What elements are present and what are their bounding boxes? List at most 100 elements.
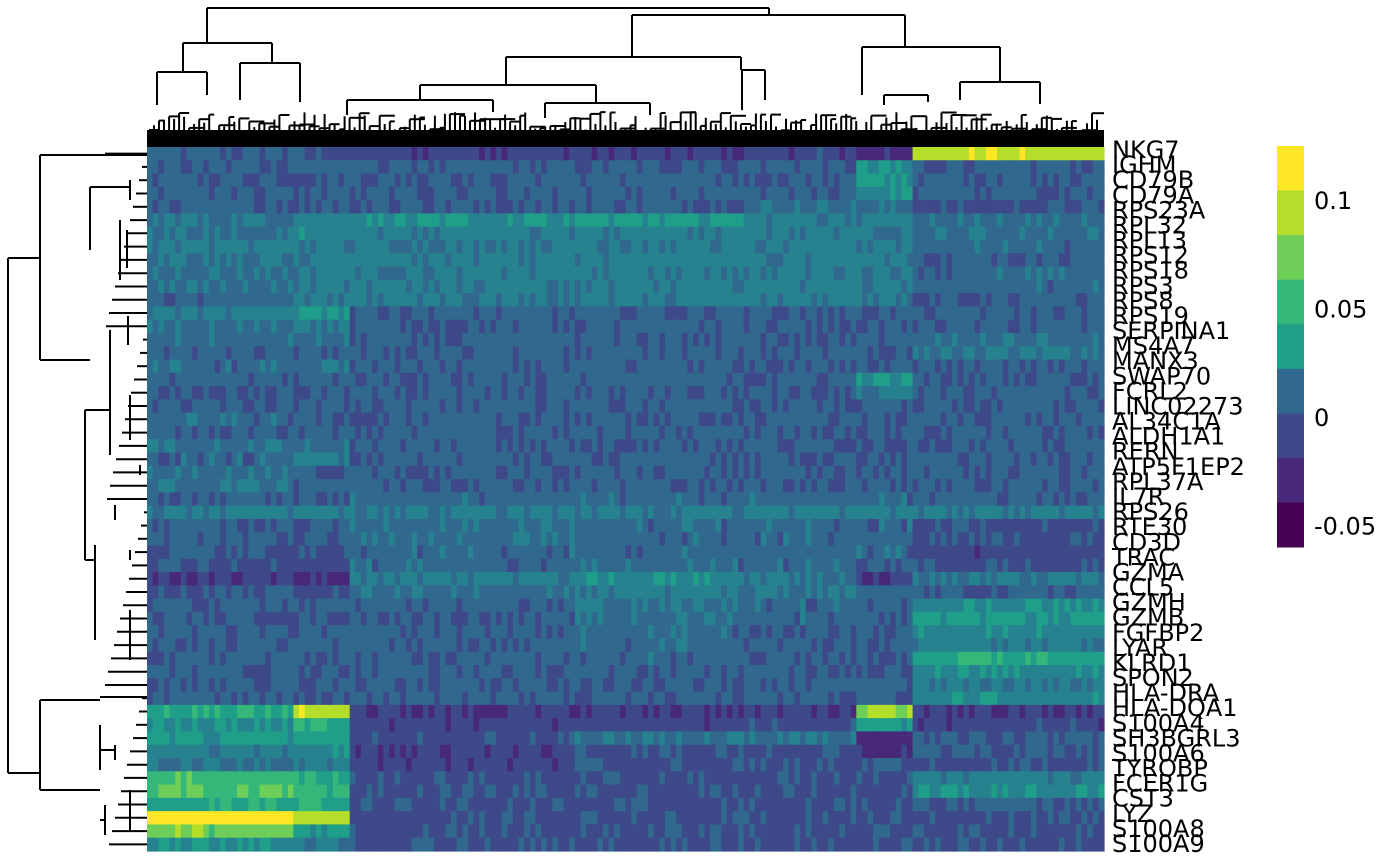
heatmap-cell xyxy=(952,226,959,241)
heatmap-cell xyxy=(490,386,497,400)
heatmap-cell xyxy=(890,160,897,175)
heatmap-cell xyxy=(569,279,576,294)
heatmap-cell xyxy=(912,279,919,294)
heatmap-cell xyxy=(479,160,486,175)
heatmap-cell xyxy=(512,306,520,321)
heatmap-cell xyxy=(208,306,216,321)
heatmap-cell xyxy=(738,465,745,480)
heatmap-cell xyxy=(473,465,480,480)
heatmap-cell xyxy=(535,319,542,334)
heatmap-cell xyxy=(445,439,452,454)
heatmap-cell xyxy=(952,147,959,161)
heatmap-cell xyxy=(1064,372,1071,387)
heatmap-cell xyxy=(360,452,368,467)
heatmap-cell xyxy=(220,226,227,241)
heatmap-cell xyxy=(935,279,942,294)
heatmap-cell xyxy=(1036,465,1043,480)
heatmap-cell xyxy=(524,372,531,387)
heatmap-cell xyxy=(608,492,615,507)
heatmap-cell xyxy=(940,200,947,215)
heatmap-cell xyxy=(479,479,486,493)
heatmap-cell xyxy=(349,332,356,347)
heatmap-cell xyxy=(867,160,874,175)
heatmap-cell xyxy=(957,306,964,321)
heatmap-cell xyxy=(445,213,452,228)
heatmap-cell xyxy=(372,160,379,175)
heatmap-cell xyxy=(310,359,317,374)
heatmap-cell xyxy=(1092,306,1099,321)
heatmap-cell xyxy=(315,266,323,281)
heatmap-cell xyxy=(726,279,734,294)
heatmap-cell xyxy=(687,452,694,467)
heatmap-cell xyxy=(693,479,700,493)
heatmap-cell xyxy=(980,412,987,427)
heatmap-cell xyxy=(405,173,413,188)
heatmap-cell xyxy=(158,213,165,228)
heatmap-cell xyxy=(563,226,570,241)
heatmap-cell xyxy=(653,147,660,161)
heatmap-cell xyxy=(225,213,233,228)
heatmap-cell xyxy=(631,439,638,454)
heatmap-cell xyxy=(445,399,452,414)
heatmap-cell xyxy=(1064,213,1071,228)
heatmap-cell xyxy=(1019,226,1026,241)
heatmap-cell xyxy=(332,492,339,507)
heatmap-cell xyxy=(512,293,520,307)
heatmap-cell xyxy=(754,479,762,493)
heatmap-cell xyxy=(749,332,756,347)
heatmap-cell xyxy=(574,226,582,241)
heatmap-cell xyxy=(721,479,728,493)
heatmap-cell xyxy=(586,319,593,334)
heatmap-cell xyxy=(344,160,351,175)
heatmap-cell xyxy=(895,332,902,347)
heatmap-cell xyxy=(231,399,238,414)
heatmap-cell xyxy=(439,386,446,400)
heatmap-cell xyxy=(479,200,486,215)
heatmap-cell xyxy=(456,386,463,400)
heatmap-cell xyxy=(169,226,176,241)
heatmap-cell xyxy=(664,186,672,201)
heatmap-cell xyxy=(496,492,503,507)
heatmap-cell xyxy=(901,186,908,201)
heatmap-cell xyxy=(310,306,317,321)
heatmap-cell xyxy=(602,492,610,507)
heatmap-cell xyxy=(681,226,689,241)
heatmap-cell xyxy=(270,160,278,175)
heatmap-cell xyxy=(332,359,339,374)
heatmap-cell xyxy=(231,279,238,294)
heatmap-cell xyxy=(676,412,683,427)
heatmap-cell xyxy=(282,186,289,201)
heatmap-cell xyxy=(648,346,655,361)
heatmap-cell xyxy=(321,465,328,480)
heatmap-cell xyxy=(1081,479,1088,493)
heatmap-cell xyxy=(428,186,435,201)
heatmap-cell xyxy=(456,266,463,281)
heatmap-cell xyxy=(856,253,863,268)
heatmap-cell xyxy=(783,239,790,254)
heatmap-cell xyxy=(186,173,193,188)
heatmap-cell xyxy=(428,293,435,307)
heatmap-cell xyxy=(372,239,379,254)
heatmap-cell xyxy=(800,293,807,307)
heatmap-cell xyxy=(360,147,368,161)
heatmap-cell xyxy=(743,452,750,467)
heatmap-cell xyxy=(400,439,407,454)
heatmap-cell xyxy=(535,439,542,454)
heatmap-cell xyxy=(788,173,795,188)
heatmap-cell xyxy=(726,452,734,467)
heatmap-cell xyxy=(186,279,193,294)
heatmap-cell xyxy=(929,465,936,480)
heatmap-cell xyxy=(428,412,435,427)
heatmap-cell xyxy=(726,147,734,161)
heatmap-cell xyxy=(625,452,632,467)
heatmap-cell xyxy=(344,439,351,454)
heatmap-cell xyxy=(400,346,407,361)
heatmap-cell xyxy=(389,399,396,414)
heatmap-cell xyxy=(884,386,891,400)
heatmap-cell xyxy=(800,412,807,427)
heatmap-cell xyxy=(411,253,418,268)
heatmap-cell xyxy=(991,160,998,175)
heatmap-cell xyxy=(360,372,368,387)
heatmap-cell xyxy=(935,186,942,201)
heatmap-cell xyxy=(670,372,677,387)
